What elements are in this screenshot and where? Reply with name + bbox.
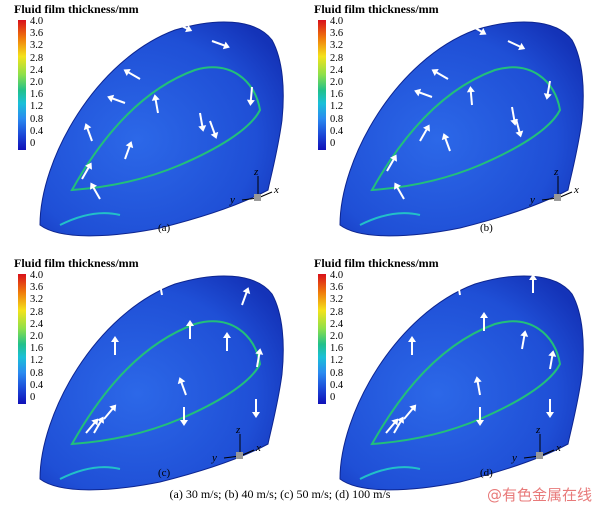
colorbar-tick-label: 0: [330, 392, 336, 403]
colorbar-tick-label: 0.4: [30, 125, 44, 137]
flow-arrow-icon: [408, 336, 416, 355]
colorbar-tick-label: 3.2: [30, 40, 44, 52]
colorbar-tick-label: 1.6: [330, 343, 344, 355]
axis-x-label: x: [556, 442, 561, 454]
axis-y-label: y: [230, 194, 235, 206]
flow-arrow-icon: [480, 312, 488, 331]
colorbar-tick-label: 0.8: [330, 113, 344, 125]
colorbar-tick-label: 2.8: [330, 306, 344, 318]
colorbar-tick-label: 0.4: [30, 379, 44, 391]
colorbar-tick-label: 4.0: [30, 16, 44, 27]
flow-arrow-icon: [186, 320, 194, 339]
colorbar-tick-label: 2.8: [30, 306, 44, 318]
colorbar-tick-label: 0: [30, 392, 36, 403]
train-nose-surface: [339, 275, 584, 491]
colorbar: [318, 20, 326, 150]
axes-triad: z x y: [528, 166, 588, 212]
axes-triad: z x y: [510, 424, 570, 470]
train-nose-surface: [39, 21, 284, 237]
colorbar-tick-label: 3.6: [30, 28, 44, 40]
axes-triad: z x y: [210, 424, 270, 470]
panel-d: Fluid film thickness/mm 4.0 3.6 3.2 2.8 2.4 2…: [300, 254, 600, 508]
colorbar-tick-label: 1.2: [30, 101, 44, 113]
colorbar-tick-label: 0.8: [330, 367, 344, 379]
colorbar: [318, 274, 326, 404]
colorbar-tick-label: 0: [30, 138, 36, 149]
panel-label: (d): [480, 467, 493, 479]
axis-y-label: y: [512, 452, 517, 464]
axis-x-label: x: [256, 442, 261, 454]
colorbar-tick-label: 1.2: [330, 101, 344, 113]
colorbar-title: Fluid film thickness/mm: [314, 2, 439, 16]
watermark: @有色金属在线: [486, 486, 592, 504]
figure-caption: (a) 30 m/s; (b) 40 m/s; (c) 50 m/s; (d) …: [169, 487, 391, 501]
colorbar-tick-label: 3.6: [330, 282, 344, 294]
colorbar-tick-label: 3.2: [330, 40, 344, 52]
colorbar-tick-label: 2.4: [330, 318, 344, 330]
panel-label: (c): [158, 467, 171, 479]
axis-x-label: x: [274, 184, 279, 196]
panel-b: Fluid film thickness/mm 4.0 3.6 3.2 2.8 2.4 2…: [300, 0, 600, 254]
axes-triad: z x y: [228, 166, 288, 212]
axis-z-label: z: [536, 424, 541, 436]
colorbar-tick-label: 0.4: [330, 379, 344, 391]
panel-a: Fluid film thickness/mm 4.0 3.6 3.2 2.8 2.4 2…: [0, 0, 300, 254]
colorbar-tick-label: 2.8: [330, 52, 344, 64]
colorbar-tick-label: 3.6: [330, 28, 344, 40]
train-nose-surface: [339, 21, 584, 237]
colorbar-tick-label: 2.0: [330, 331, 344, 342]
colorbar-tick-label: 0.4: [330, 125, 344, 137]
panel-label: (b): [480, 222, 493, 234]
axis-z-label: z: [554, 166, 559, 178]
colorbar: [18, 20, 26, 150]
colorbar-tick-label: 4.0: [330, 16, 344, 27]
flow-arrow-icon: [252, 399, 260, 418]
colorbar-title: Fluid film thickness/mm: [14, 256, 139, 270]
colorbar-tick-label: 4.0: [30, 270, 44, 281]
flow-arrow-icon: [546, 399, 554, 418]
colorbar-tick-label: 1.2: [30, 355, 44, 367]
colorbar-tick-label: 1.6: [330, 89, 344, 101]
flow-arrow-icon: [476, 407, 484, 426]
axis-y-label: y: [530, 194, 535, 206]
colorbar-tick-label: 2.0: [30, 331, 44, 342]
flow-arrow-icon: [111, 336, 119, 355]
axis-z-label: z: [254, 166, 259, 178]
axis-x-label: x: [574, 184, 579, 196]
colorbar-tick-label: 0: [330, 138, 336, 149]
colorbar-tick-label: 2.0: [30, 77, 44, 88]
colorbar-tick-label: 2.4: [30, 318, 44, 330]
colorbar-tick-label: 2.8: [30, 52, 44, 64]
colorbar-title: Fluid film thickness/mm: [314, 256, 439, 270]
colorbar: [18, 274, 26, 404]
colorbar-tick-label: 0.8: [30, 113, 44, 125]
colorbar-tick-label: 1.6: [30, 343, 44, 355]
axis-z-label: z: [236, 424, 241, 436]
colorbar-tick-label: 2.0: [330, 77, 344, 88]
colorbar-tick-label: 2.4: [30, 64, 44, 76]
train-nose-surface: [39, 275, 284, 491]
panel-label: (a): [158, 222, 171, 234]
colorbar-tick-label: 3.6: [30, 282, 44, 294]
colorbar-tick-label: 0.8: [30, 367, 44, 379]
colorbar-tick-label: 1.2: [330, 355, 344, 367]
flow-arrow-icon: [529, 274, 537, 293]
flow-arrow-icon: [180, 407, 188, 426]
colorbar-tick-label: 3.2: [330, 294, 344, 306]
panel-c: Fluid film thickness/mm 4.0 3.6 3.2 2.8 2.4 2…: [0, 254, 300, 508]
flow-arrow-icon: [223, 332, 231, 351]
colorbar-tick-label: 4.0: [330, 270, 344, 281]
colorbar-tick-label: 2.4: [330, 64, 344, 76]
colorbar-title: Fluid film thickness/mm: [14, 2, 139, 16]
axis-y-label: y: [212, 452, 217, 464]
colorbar-tick-label: 1.6: [30, 89, 44, 101]
colorbar-tick-label: 3.2: [30, 294, 44, 306]
